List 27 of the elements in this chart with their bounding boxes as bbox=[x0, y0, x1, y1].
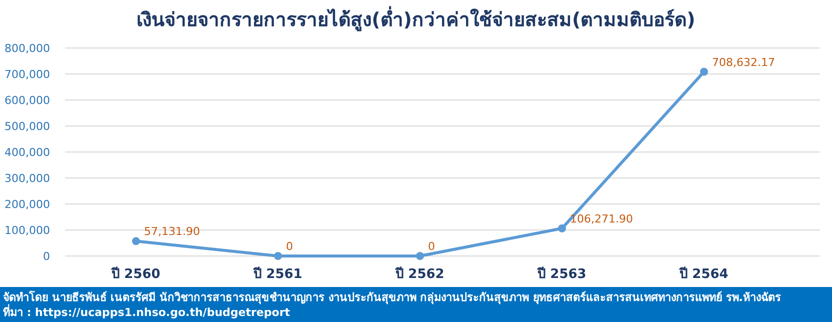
y-tick-label: 0 bbox=[43, 250, 50, 263]
y-tick-label: 400,000 bbox=[4, 146, 50, 159]
data-label: 708,632.17 bbox=[712, 56, 775, 69]
x-tick-label: ปี 2560 bbox=[110, 266, 160, 282]
data-label: 0 bbox=[286, 240, 293, 253]
point bbox=[700, 68, 708, 76]
point bbox=[132, 237, 140, 246]
y-tick-label: 200,000 bbox=[4, 198, 50, 211]
x-tick-label: ปี 2561 bbox=[252, 266, 302, 282]
point bbox=[274, 252, 282, 260]
y-tick-label: 300,000 bbox=[4, 172, 50, 185]
point bbox=[416, 252, 424, 260]
data-label: 57,131.90 bbox=[144, 225, 200, 238]
data-label: 106,271.90 bbox=[570, 212, 633, 226]
x-tick-label: ปี 2564 bbox=[678, 266, 728, 282]
data-label: 0 bbox=[428, 240, 435, 253]
y-tick-label: 100,000 bbox=[4, 224, 50, 237]
y-tick-label: 600,000 bbox=[4, 94, 50, 107]
chart-title: เงินจ่ายจากรายการรายได้สูง(ต่ำ)กว่าค่าใช้จ่ายสะสม(ตามมติบอร์ด) bbox=[136, 6, 696, 32]
x-tick-label: ปี 2563 bbox=[536, 266, 586, 282]
point bbox=[558, 224, 566, 232]
y-tick-label: 800,000 bbox=[4, 42, 50, 55]
x-tick-label: ปี 2562 bbox=[394, 266, 444, 282]
y-tick-label: 500,000 bbox=[4, 120, 50, 133]
y-tick-label: 700,000 bbox=[4, 68, 50, 81]
text: จัดทำโดย นายธีรพันธ์ เนตรรัศมี นักวิชาการสาธารณสุขชำนาญการ งานประกันสุขภาพ กลุ่มงานประกันสุขภาพ ยุทธศาสตร์และสารสนเทศทางการแพทย์ รพ.ห้างฉัตร bbox=[3, 290, 781, 305]
text: ที่มา : https://ucapps1.nhso.go.th/budgetreport bbox=[3, 304, 290, 319]
